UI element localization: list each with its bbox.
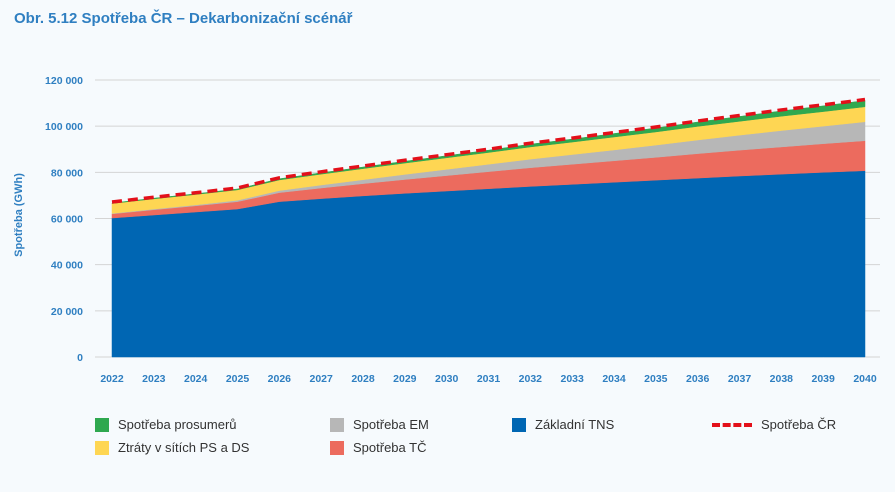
legend-label: Spotřeba prosumerů bbox=[118, 417, 237, 432]
legend-item-prosumers: Spotřeba prosumerů bbox=[95, 417, 237, 432]
x-tick-label: 2033 bbox=[560, 373, 584, 385]
legend-label: Spotřeba ČR bbox=[761, 417, 837, 432]
legend-label: Základní TNS bbox=[535, 417, 615, 432]
legend-swatch bbox=[95, 417, 109, 432]
chart-title: Obr. 5.12 Spotřeba ČR – Dekarbonizační s… bbox=[14, 10, 353, 27]
legend-swatch bbox=[330, 417, 344, 432]
legend-label: Spotřeba TČ bbox=[353, 440, 427, 455]
x-tick-label: 2034 bbox=[602, 373, 626, 385]
legend-label: Ztráty v sítích PS a DS bbox=[118, 440, 250, 455]
x-tick-label: 2025 bbox=[226, 373, 250, 385]
y-tick-label: 40 000 bbox=[51, 260, 83, 272]
y-axis-label: Spotřeba (GWh) bbox=[13, 173, 25, 257]
area-spot-eba-prosumer- bbox=[111, 100, 866, 204]
x-tick-label: 2024 bbox=[184, 373, 208, 385]
x-tick-label: 2022 bbox=[100, 373, 124, 385]
legend-swatch bbox=[95, 440, 109, 455]
x-tick-label: 2031 bbox=[477, 373, 501, 385]
legend-swatch bbox=[512, 417, 526, 432]
x-tick-label: 2023 bbox=[142, 373, 166, 385]
x-tick-label: 2038 bbox=[770, 373, 794, 385]
x-tick-label: 2028 bbox=[351, 373, 375, 385]
x-tick-label: 2029 bbox=[393, 373, 417, 385]
legend-label: Spotřeba EM bbox=[353, 417, 429, 432]
legend-item-tc: Spotřeba TČ bbox=[330, 440, 426, 455]
legend-swatch bbox=[712, 422, 752, 427]
x-tick-label: 2026 bbox=[268, 373, 292, 385]
y-tick-label: 80 000 bbox=[51, 167, 83, 179]
x-tick-label: 2035 bbox=[644, 373, 668, 385]
legend-item-losses: Ztráty v sítích PS a DS bbox=[95, 440, 249, 455]
y-tick-label: 60 000 bbox=[51, 214, 83, 226]
y-tick-label: 100 000 bbox=[45, 121, 83, 133]
x-tick-label: 2032 bbox=[519, 373, 543, 385]
legend-item-tns: Základní TNS bbox=[512, 417, 614, 432]
y-tick-label: 20 000 bbox=[51, 306, 83, 318]
legend-item-em: Spotřeba EM bbox=[330, 417, 429, 432]
x-tick-label: 2027 bbox=[309, 373, 333, 385]
x-tick-label: 2036 bbox=[686, 373, 710, 385]
legend-swatch bbox=[330, 440, 344, 455]
x-tick-label: 2030 bbox=[435, 373, 459, 385]
x-tick-label: 2037 bbox=[728, 373, 752, 385]
legend-item-total: Spotřeba ČR bbox=[712, 417, 836, 432]
x-tick-label: 2039 bbox=[811, 373, 835, 385]
line-spotreba-cr bbox=[111, 97, 866, 204]
y-tick-label: 0 bbox=[77, 352, 83, 364]
x-tick-label: 2040 bbox=[853, 373, 877, 385]
y-tick-label: 120 000 bbox=[45, 75, 83, 87]
